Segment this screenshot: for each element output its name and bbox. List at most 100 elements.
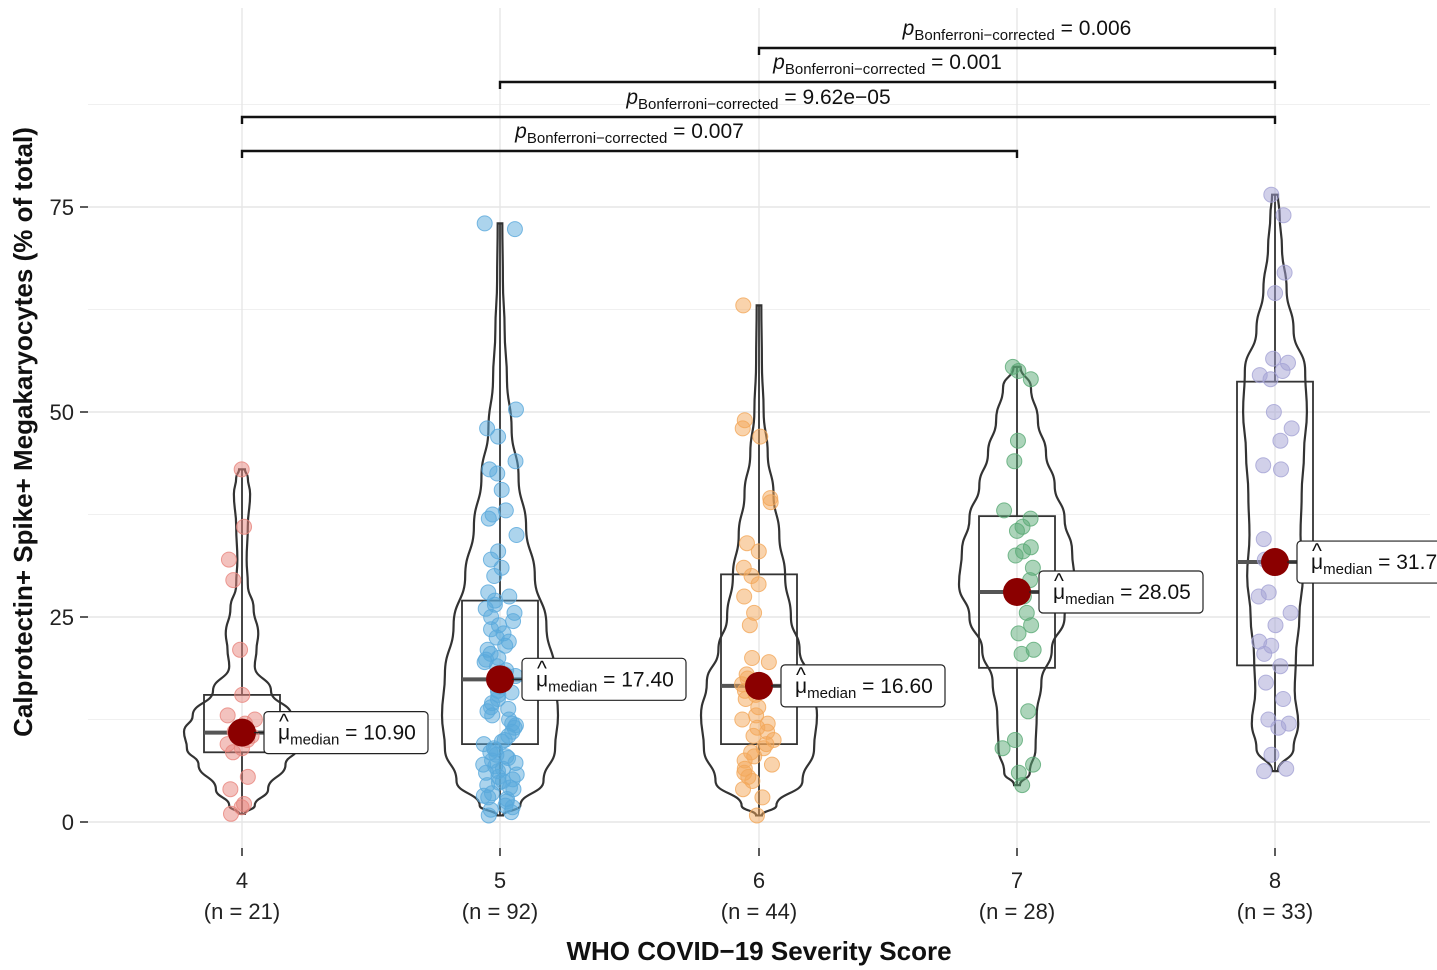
axes: 0 25 50 75 4 (n = 21) 5 (n = 92) 6 (n = 44) 7 (n = …	[50, 195, 1314, 924]
data-point	[1255, 531, 1272, 548]
data-point	[752, 428, 769, 445]
data-point	[224, 744, 241, 761]
data-point	[1023, 617, 1040, 634]
data-point	[220, 551, 237, 568]
median-hat-mark: ^	[796, 664, 806, 687]
data-point	[1022, 371, 1039, 388]
data-point	[1010, 363, 1027, 379]
data-point	[1007, 547, 1024, 564]
data-point	[1270, 719, 1287, 736]
data-point	[232, 641, 249, 658]
data-point	[503, 804, 520, 821]
data-point	[239, 768, 256, 785]
data-point	[219, 707, 236, 724]
median-label-box	[521, 657, 687, 701]
data-point	[1272, 432, 1289, 449]
data-point	[744, 650, 761, 666]
median-label-5: μmedian = 17.40	[536, 668, 674, 695]
x-tick-n-label: (n = 44)	[721, 899, 797, 924]
data-point	[994, 740, 1011, 757]
median-hat-mark: ^	[1054, 570, 1064, 593]
x-tick-label: 5	[494, 868, 506, 893]
p-value-label: pBonferroni−corrected = 0.007	[514, 120, 744, 147]
data-point	[741, 617, 758, 634]
bracket-6-8	[757, 46, 1277, 55]
y-axis-title: Calprotectin+ Spike+ Megakaryocytes (% o…	[8, 127, 38, 737]
data-point	[1256, 763, 1273, 780]
data-point	[225, 572, 242, 589]
data-point	[745, 727, 762, 744]
data-point	[1272, 658, 1289, 675]
data-point	[734, 420, 751, 437]
data-point	[1256, 645, 1273, 662]
bracket-5-8	[498, 80, 1277, 89]
data-point	[996, 502, 1013, 519]
median-hat-mark: ^	[537, 657, 547, 680]
data-points	[219, 186, 1300, 824]
data-point	[1009, 432, 1026, 449]
data-point	[734, 711, 751, 728]
p-value-label: pBonferroni−corrected = 0.006	[902, 17, 1132, 44]
median-label-7: μmedian = 28.05	[1053, 581, 1191, 608]
data-point	[750, 576, 767, 593]
data-point	[482, 551, 499, 568]
data-point	[486, 568, 503, 584]
data-point	[236, 518, 253, 535]
median-dot-4	[228, 718, 256, 747]
data-point	[1262, 371, 1279, 388]
x-tick-label: 8	[1269, 868, 1281, 893]
x-axis-title: WHO COVID−19 Severity Score	[566, 936, 951, 966]
y-tick-label: 50	[50, 400, 74, 425]
data-point	[480, 807, 497, 824]
data-point	[1263, 186, 1280, 203]
median-label-box	[1296, 540, 1437, 584]
data-point	[234, 686, 251, 703]
y-tick-label: 0	[62, 810, 74, 835]
median-label-box	[1038, 570, 1204, 614]
data-point	[1265, 350, 1282, 367]
data-point	[736, 588, 753, 605]
data-point	[1257, 674, 1274, 691]
data-point	[1010, 625, 1027, 642]
data-point	[222, 805, 239, 822]
data-point	[507, 401, 524, 418]
data-point	[490, 428, 507, 445]
bracket-4-8	[240, 115, 1277, 124]
bracket-4-7	[240, 149, 1019, 158]
p-value-label: pBonferroni−corrected = 9.62e−05	[625, 86, 890, 113]
data-point	[479, 420, 496, 437]
y-tick-label: 75	[50, 195, 74, 220]
x-tick-label: 4	[236, 868, 248, 893]
x-tick-n-label: (n = 33)	[1237, 899, 1313, 924]
data-point	[1006, 453, 1023, 470]
median-dot-5	[486, 665, 514, 694]
data-point	[748, 807, 765, 824]
data-point	[1020, 703, 1037, 720]
data-point	[762, 494, 779, 511]
data-point	[1275, 691, 1292, 707]
data-point	[763, 756, 780, 773]
data-point	[754, 789, 771, 806]
median-label-8: μmedian = 31.70	[1311, 551, 1437, 578]
data-point	[1008, 522, 1025, 539]
data-point	[1014, 777, 1031, 794]
x-tick-label: 6	[753, 868, 765, 893]
data-point	[233, 461, 250, 478]
x-tick-n-label: (n = 28)	[979, 899, 1055, 924]
data-point	[1276, 264, 1293, 281]
data-point	[1283, 420, 1300, 437]
data-point	[1263, 746, 1280, 763]
median-label-box	[263, 711, 429, 755]
data-point	[497, 637, 514, 654]
median-markers: μmedian = 10.90^μmedian = 17.40^μmedian …	[228, 540, 1437, 755]
data-point	[735, 781, 752, 798]
data-point	[508, 527, 525, 543]
data-point	[1275, 207, 1292, 224]
median-label-6: μmedian = 16.60	[795, 675, 933, 702]
data-point	[489, 465, 506, 482]
data-point	[1255, 457, 1272, 474]
x-tick-n-label: (n = 21)	[204, 899, 280, 924]
data-point	[1267, 617, 1284, 634]
data-point	[507, 453, 524, 470]
y-tick-label: 25	[50, 605, 74, 630]
